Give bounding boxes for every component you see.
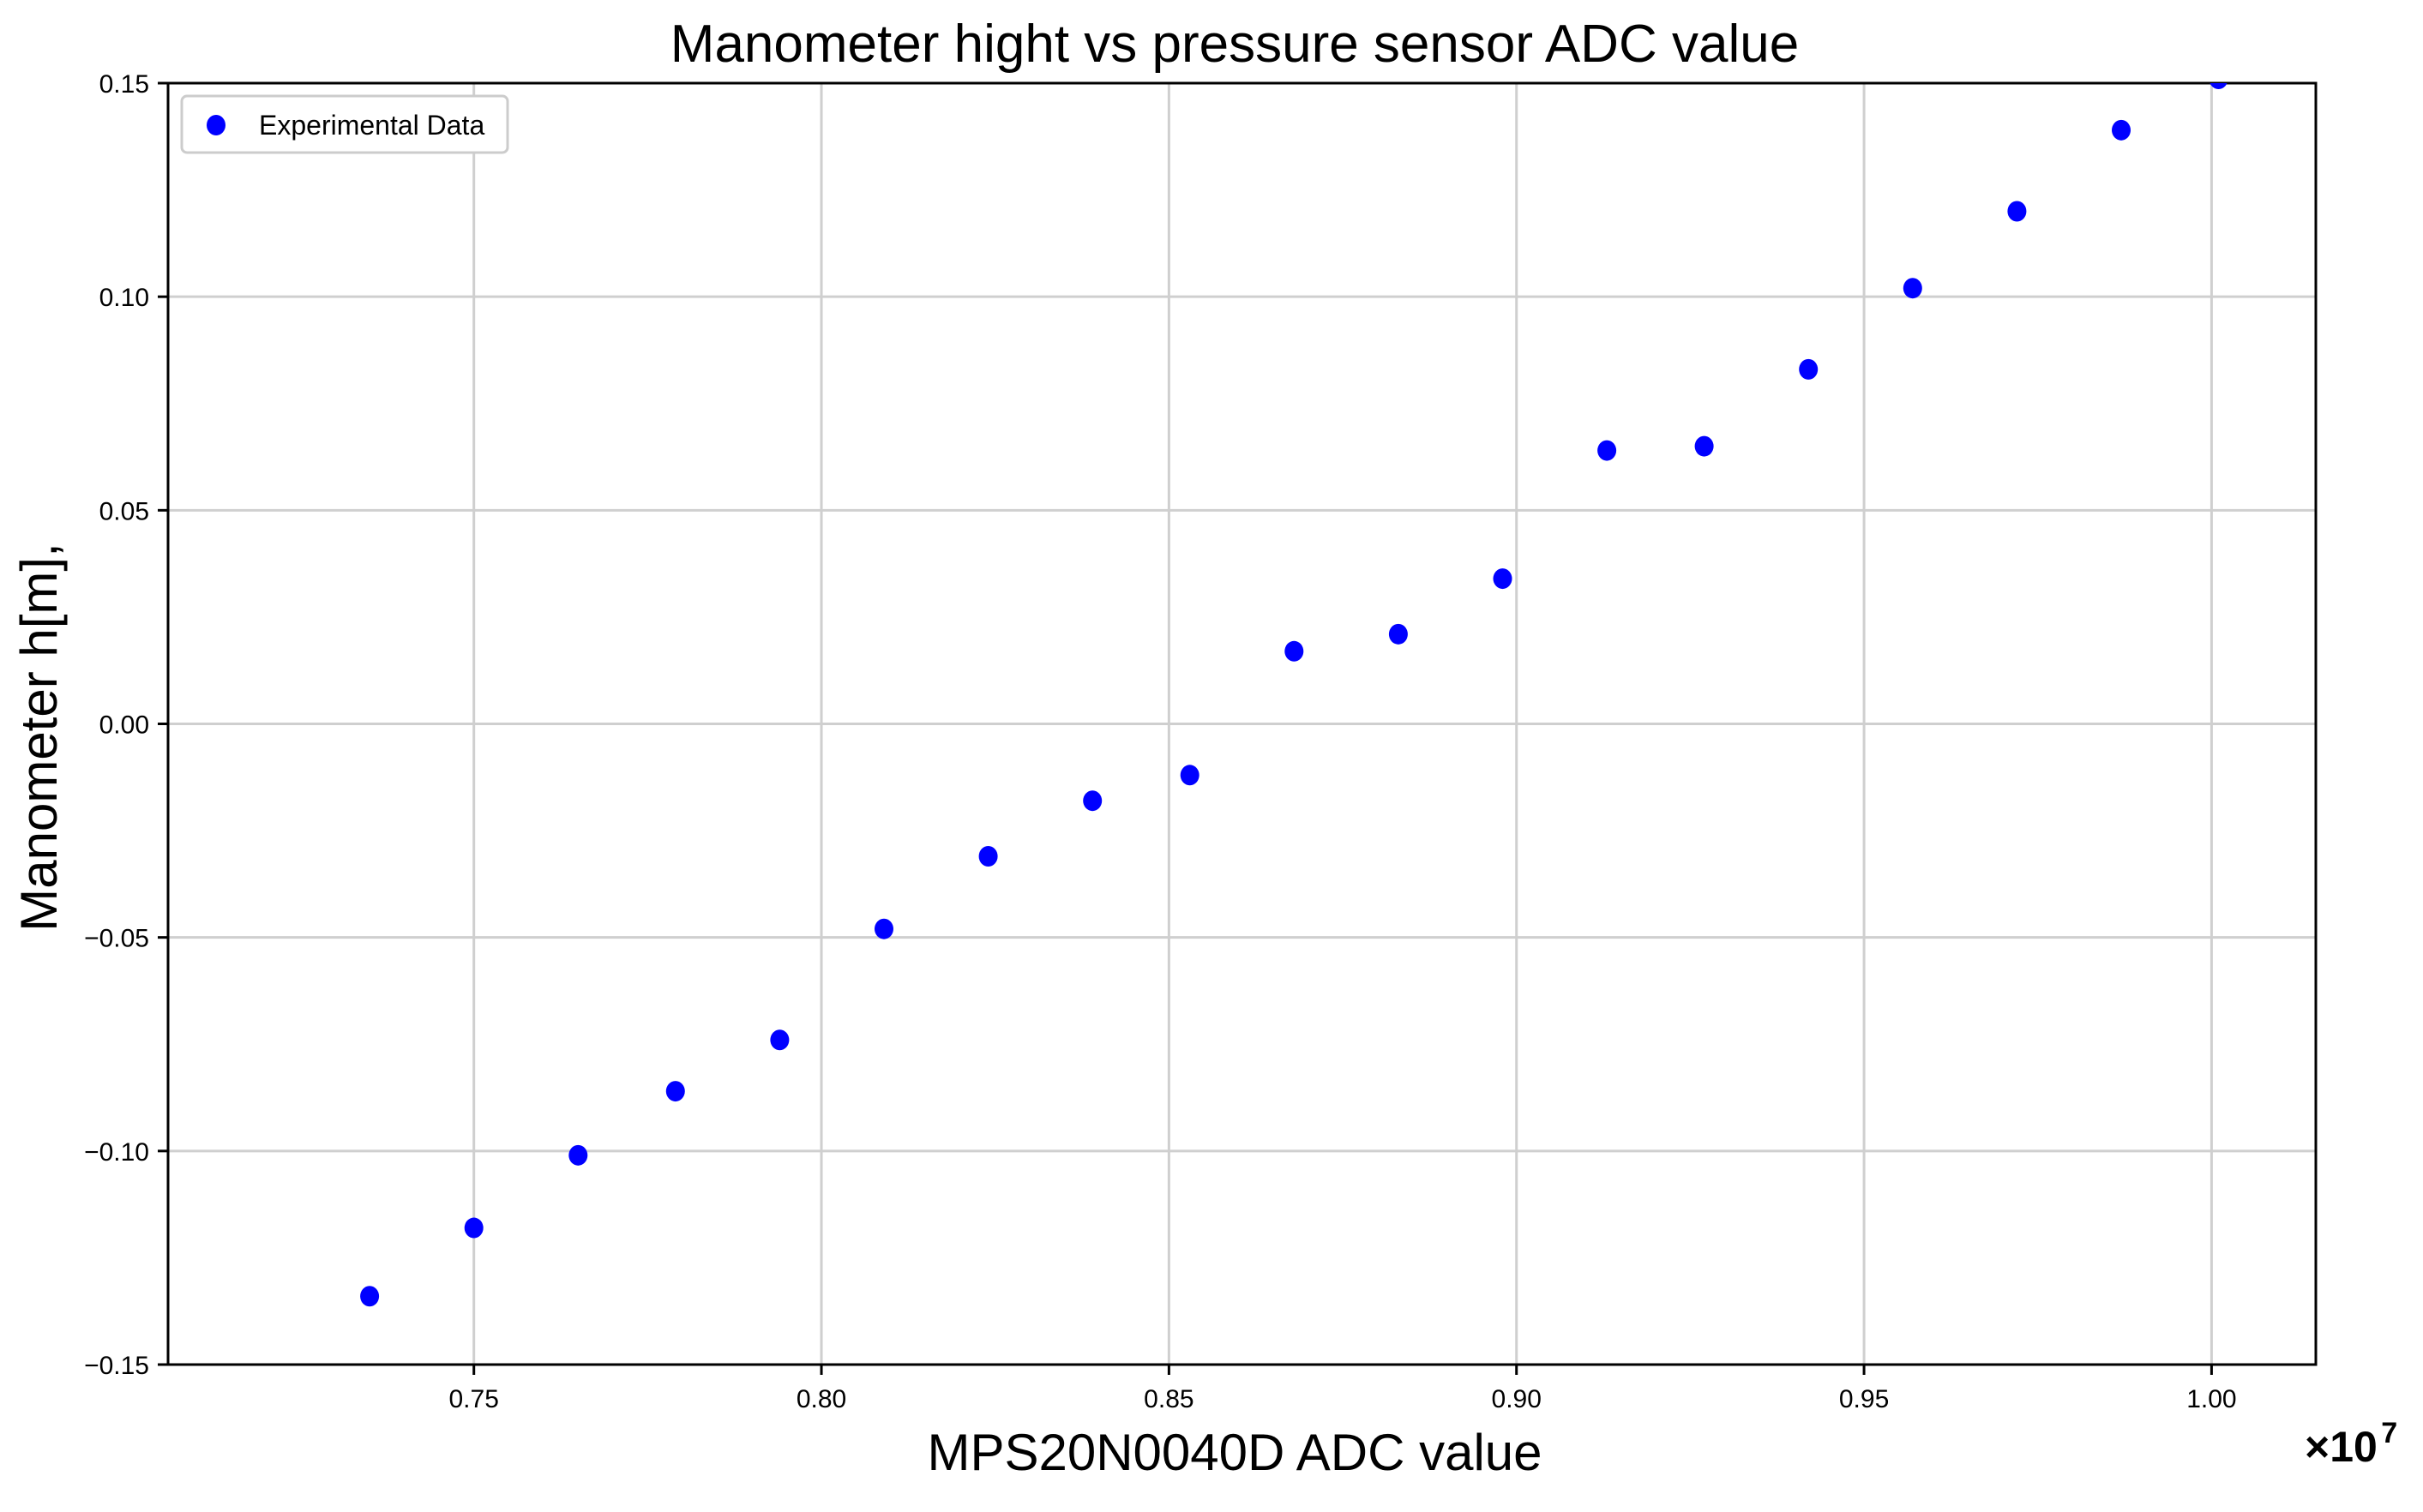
x-tick-label: 0.80: [797, 1385, 846, 1413]
legend-label: Experimental Data: [259, 110, 484, 141]
data-point: [1284, 640, 1304, 662]
data-point: [1388, 623, 1408, 645]
data-point: [1903, 278, 1922, 299]
axis-ticks: 0.75 0.80 0.85 0.90 0.95 1.00 −0.15 −0.10 −0.05 0…: [84, 70, 2237, 1413]
data-point: [568, 1144, 588, 1166]
data-point: [464, 1217, 484, 1239]
x-tick-label: 0.85: [1144, 1385, 1193, 1413]
x-offset-base: ×10: [2305, 1423, 2378, 1471]
data-point: [1694, 435, 1714, 457]
data-points: [360, 83, 2228, 1307]
legend: Experimental Data: [180, 94, 509, 154]
data-point: [2112, 119, 2131, 141]
x-tick-label: 0.90: [1492, 1385, 1542, 1413]
data-point: [665, 1081, 685, 1102]
legend-box: [180, 94, 509, 154]
data-point: [2210, 83, 2228, 90]
data-point: [1180, 765, 1199, 786]
x-tick-label: 0.95: [1839, 1385, 1889, 1413]
x-offset-exponent: 7: [2381, 1417, 2397, 1449]
y-tick-label: −0.15: [84, 1352, 149, 1380]
y-axis-label: Manometer h[m],: [10, 543, 68, 932]
y-tick-label: 0.10: [99, 284, 149, 312]
data-point: [1493, 568, 1512, 590]
data-point: [978, 845, 998, 867]
y-tick-label: 0.05: [99, 497, 149, 525]
chart-title: Manometer hight vs pressure sensor ADC v…: [670, 15, 1799, 74]
x-tick-label: 1.00: [2186, 1385, 2236, 1413]
data-point: [1083, 790, 1103, 812]
y-tick-label: 0.15: [99, 70, 149, 99]
y-tick-label: −0.10: [84, 1138, 149, 1167]
legend-marker: [207, 115, 225, 135]
data-point: [875, 918, 893, 939]
data-point: [360, 1286, 380, 1307]
y-tick-label: 0.00: [99, 711, 149, 740]
x-axis-offset: ×10 7: [2305, 1417, 2397, 1471]
x-tick-label: 0.75: [449, 1385, 499, 1413]
data-point: [1799, 358, 1819, 380]
y-tick-label: −0.05: [84, 925, 149, 953]
x-axis-label: MPS20N0040D ADC value: [927, 1424, 1542, 1481]
grid: [168, 81, 2316, 1366]
data-point: [770, 1029, 790, 1051]
data-point: [1597, 440, 1617, 461]
data-point: [2007, 201, 2027, 222]
